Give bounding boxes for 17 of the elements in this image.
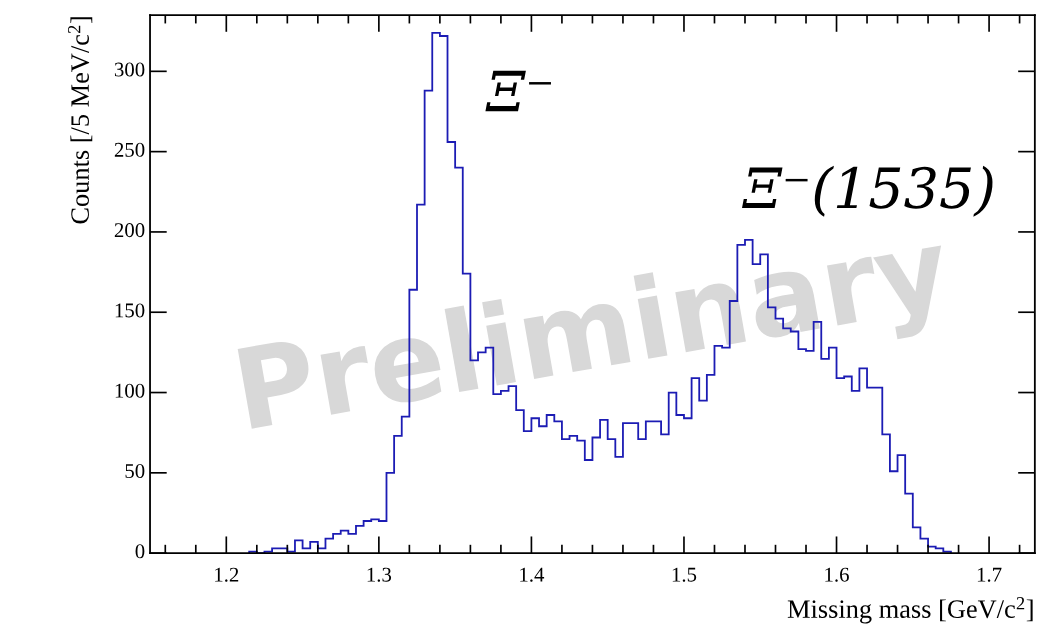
y-tick-label: 200 [114,223,145,238]
x-tick-label: 1.3 [367,567,392,582]
y-tick-label: 50 [125,463,145,479]
y-tick-label: 300 [114,62,145,77]
y-tick-label: 100 [115,383,145,398]
x-tick-label: 1.2 [215,567,239,582]
x-axis-title: Missing mass [GeV/c$^{2}$] [787,597,1033,624]
y-axis-title: Counts [/5 MeV/c$^{2}$] [68,17,93,224]
x-tick-label: 1.6 [825,567,849,582]
y-tick-label: 150 [115,303,145,318]
x-tick-label: 1.4 [520,567,545,582]
annotation: Ξ⁻ [485,70,551,112]
annotation: Ξ⁻(1535) [742,165,993,217]
y-tick-label: 0 [135,544,145,559]
x-tick-label: 1.5 [672,567,697,582]
x-tick-label: 1.7 [977,567,1002,582]
y-tick-label: 250 [114,142,145,157]
